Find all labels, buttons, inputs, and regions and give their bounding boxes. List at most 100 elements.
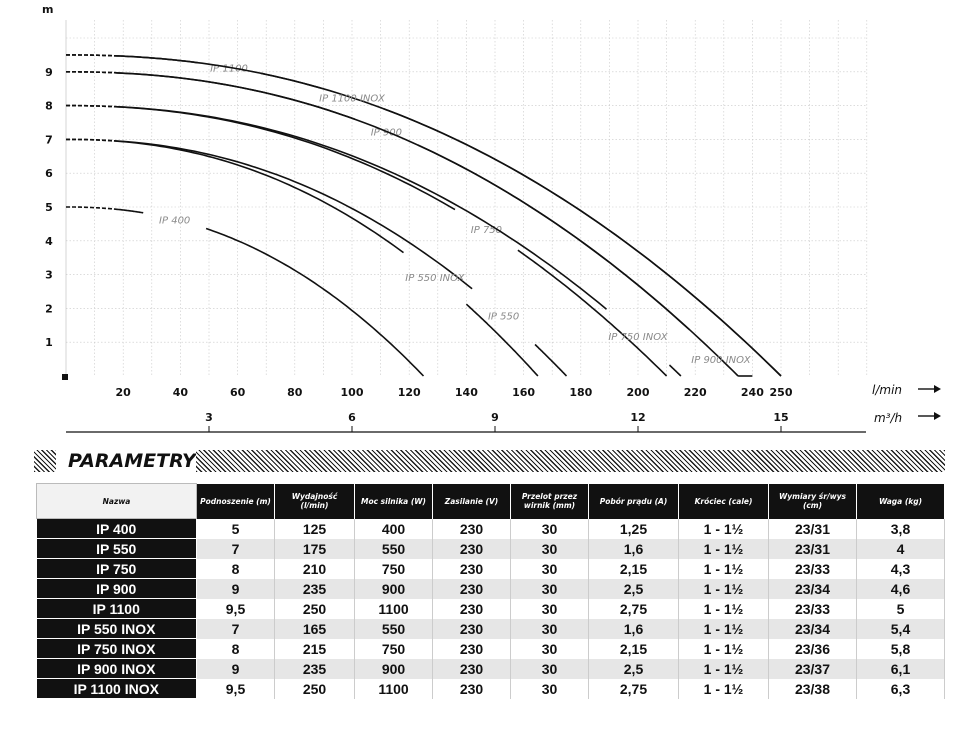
table-header-row: Nazwa Podnoszenie (m) Wydajność (l/min) …	[36, 483, 945, 519]
series-curve	[117, 208, 144, 214]
series-curve	[260, 72, 782, 377]
arrow-icon	[934, 385, 941, 393]
y-tick-label: 5	[45, 201, 53, 214]
table-cell: 30	[510, 598, 589, 619]
hatch-decoration-right	[196, 450, 945, 472]
series-label: IP 550 INOX	[405, 273, 465, 284]
table-cell: 9	[196, 658, 275, 679]
x-tick-label: 250	[770, 386, 793, 399]
table-cell: 230	[432, 658, 511, 679]
table-cell: 4	[856, 538, 945, 559]
model-name-cell: IP 750	[36, 558, 197, 579]
secondary-tick-label: 3	[205, 411, 213, 424]
model-name-cell: IP 550	[36, 538, 197, 559]
table-cell: 23/34	[768, 618, 857, 639]
table-cell: 1 - 1½	[678, 518, 769, 539]
model-name-cell: IP 1100 INOX	[36, 678, 197, 699]
y-tick-label: 1	[45, 336, 53, 349]
table-cell: 1100	[354, 678, 433, 699]
model-name-cell: IP 750 INOX	[36, 638, 197, 659]
table-cell: 4,6	[856, 578, 945, 599]
table-cell: 5,4	[856, 618, 945, 639]
table-cell: 1 - 1½	[678, 618, 769, 639]
table-cell: 30	[510, 538, 589, 559]
table-row: IP 550 INOX 7 165 550 230 30 1,6 1 - 1½ 23/34 5,4	[36, 618, 945, 639]
series-label: IP 400	[159, 215, 190, 226]
arrow-icon	[934, 412, 941, 420]
column-header: Przelot przez wirnik (mm)	[510, 483, 589, 519]
table-cell: 1 - 1½	[678, 598, 769, 619]
table-row: IP 900 9 235 900 230 30 2,5 1 - 1½ 23/34 4,6	[36, 578, 945, 599]
table-cell: 5,8	[856, 638, 945, 659]
column-header: Podnoszenie (m)	[196, 483, 275, 519]
secondary-tick-label: 9	[491, 411, 499, 424]
table-row: IP 1100 9,5 250 1100 230 30 2,75 1 - 1½ 23/33 5	[36, 598, 945, 619]
secondary-tick-label: 15	[773, 411, 788, 424]
table-cell: 1 - 1½	[678, 558, 769, 579]
x-tick-label: 40	[173, 386, 189, 399]
table-cell: 5	[196, 518, 275, 539]
table-cell: 900	[354, 578, 433, 599]
table-row: IP 400 5 125 400 230 30 1,25 1 - 1½ 23/31 3,8	[36, 518, 945, 539]
table-cell: 23/38	[768, 678, 857, 699]
y-tick-label: 4	[45, 235, 53, 248]
table-cell: 7	[196, 538, 275, 559]
table-cell: 30	[510, 578, 589, 599]
table-cell: 8	[196, 558, 275, 579]
hatch-decoration-left	[34, 450, 56, 472]
table-cell: 550	[354, 618, 433, 639]
series-curve	[517, 249, 668, 377]
table-cell: 30	[510, 618, 589, 639]
table-cell: 2,75	[588, 598, 679, 619]
table-cell: 30	[510, 658, 589, 679]
table-cell: 2,5	[588, 578, 679, 599]
table-cell: 1 - 1½	[678, 678, 769, 699]
section-header: PARAMETRY	[34, 448, 945, 474]
x-tick-label: 60	[230, 386, 246, 399]
table-cell: 3,8	[856, 518, 945, 539]
series-label: IP 900 INOX	[691, 355, 751, 366]
x-tick-label: 220	[684, 386, 707, 399]
table-cell: 30	[510, 518, 589, 539]
table-cell: 210	[274, 558, 355, 579]
table-cell: 230	[432, 678, 511, 699]
x-axis-unit-lmin: l/min	[872, 383, 902, 397]
series-curve	[117, 140, 473, 290]
y-tick-label: 6	[45, 167, 53, 180]
table-cell: 30	[510, 558, 589, 579]
series-curve	[117, 140, 404, 254]
series-curve-dashed	[66, 71, 118, 74]
x-tick-label: 200	[627, 386, 650, 399]
table-cell: 23/37	[768, 658, 857, 679]
table-cell: 230	[432, 618, 511, 639]
table-cell: 6,1	[856, 658, 945, 679]
table-row: IP 900 INOX 9 235 900 230 30 2,5 1 - 1½ 23/37 6,1	[36, 658, 945, 679]
table-cell: 250	[274, 598, 355, 619]
series-curve	[205, 227, 425, 377]
table-row: IP 1100 INOX 9,5 250 1100 230 30 2,75 1 - 1½ 23/…	[36, 678, 945, 699]
model-name-cell: IP 900	[36, 578, 197, 599]
model-name-cell: IP 550 INOX	[36, 618, 197, 639]
y-tick-label: 3	[45, 269, 53, 282]
x-tick-label: 20	[116, 386, 132, 399]
table-cell: 2,15	[588, 558, 679, 579]
table-cell: 23/33	[768, 558, 857, 579]
table-cell: 30	[510, 638, 589, 659]
table-cell: 2,15	[588, 638, 679, 659]
column-header: Waga (kg)	[856, 483, 945, 519]
series-curve	[117, 72, 691, 331]
x-tick-label: 240	[741, 386, 764, 399]
table-cell: 23/36	[768, 638, 857, 659]
table-cell: 2,75	[588, 678, 679, 699]
series-curve	[117, 106, 608, 310]
table-cell: 23/33	[768, 598, 857, 619]
column-header: Pobór prądu (A)	[588, 483, 679, 519]
secondary-tick-label: 6	[348, 411, 356, 424]
table-cell: 1,6	[588, 618, 679, 639]
y-tick-label: 9	[45, 66, 53, 79]
parameters-table: Nazwa Podnoszenie (m) Wydajność (l/min) …	[36, 483, 945, 699]
x-axis-unit-m3h: m³/h	[874, 411, 902, 425]
table-cell: 9	[196, 578, 275, 599]
model-name-cell: IP 900 INOX	[36, 658, 197, 679]
y-tick-label: 8	[45, 100, 53, 113]
